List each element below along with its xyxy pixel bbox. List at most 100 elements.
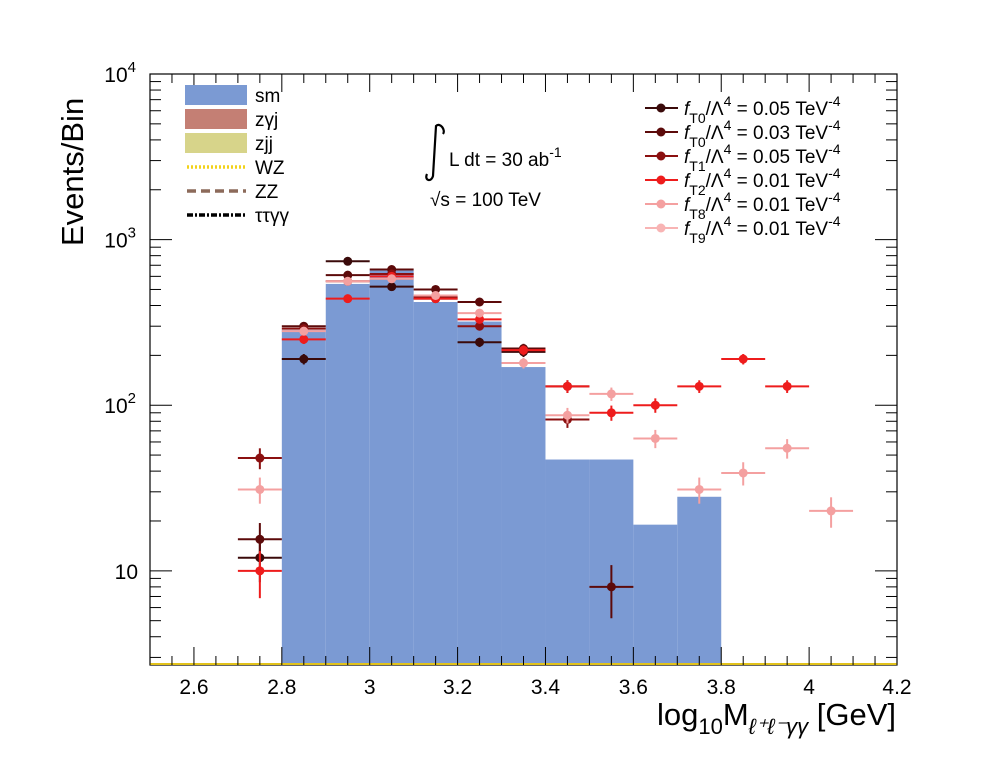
legend-sig-4-f: f [684,195,691,216]
legend-sig-2-f: f [684,147,691,168]
data-point-T8-13 [826,506,836,516]
x-title-var-sub: ℓ⁺ℓ⁻γγ [748,714,810,739]
legend-sig-0-value-exp: -4 [828,93,841,109]
legend-sig-5-lambda: /Λ [706,219,724,240]
y-tick-exp-100: 2 [128,390,136,407]
legend-sig-4-marker [656,199,666,209]
data-point-T0-3 [387,282,397,292]
legend-sig-5-value-exp: -4 [828,213,841,229]
data-point-T0-0 [255,534,265,544]
data-point-T2-10 [694,381,704,391]
legend-sig-5-sub: T9 [689,230,706,246]
legend-sig-0-marker [656,103,666,113]
histogram-bar-sm-9 [677,496,722,665]
legend-bkg-3-label: WZ [255,158,285,179]
data-point-T2-0 [255,566,265,576]
x-title-unit: [GeV] [808,697,896,732]
legend-bkg-1-label: zγj [255,110,278,131]
legend-sig-0-label: fT0/Λ4 = 0.05 TeV-4 [684,93,841,126]
data-point-T8-1 [299,326,309,336]
legend-sig-1-value: = 0.03 TeV [731,123,828,144]
y-tick-base-10000: 10 [104,64,127,87]
histogram-bar-sm-4 [457,321,502,665]
histogram-bar-sm-6 [545,459,590,665]
legend-sig-1-sub: T0 [689,134,706,150]
legend-bkg-2-swatch [185,133,247,153]
legend-sig-3-f: f [684,171,691,192]
energy-label: √s = 100 TeV [430,190,541,211]
legend-sig-2-exp: 4 [724,141,732,157]
legend-sig-3-exp: 4 [724,165,732,181]
legend-sig-2-marker [656,151,666,161]
data-point-T2-7 [562,381,572,391]
legend-sig-5-f: f [684,219,691,240]
points-layer [237,256,854,619]
data-point-T2-1 [299,334,309,344]
x-tick-label-4.2: 4.2 [882,676,911,699]
lumi-integral: L dt = 30 ab [449,150,549,171]
legend-bkg-0-label: sm [255,86,280,107]
legend-sig-1-marker [656,127,666,137]
y-tick-label-100: 102 [104,390,136,418]
legend-sig-3-label: fT2/Λ4 = 0.01 TeV-4 [684,165,841,198]
legend-sig-4-exp: 4 [724,189,732,205]
y-tick-base-10: 10 [115,561,138,584]
histogram-bar-sm-7 [589,459,634,665]
x-tick-label-4: 4 [803,676,815,699]
legend-sig-3-lambda: /Λ [706,171,724,192]
data-point-T0-5 [475,337,485,347]
data-point-T8-9 [650,433,660,443]
x-title-log: log [657,697,698,732]
legend-sig-2-sub: T1 [689,158,706,174]
data-point-T0-5 [475,297,485,307]
legend-bkg-2-label: zjj [255,134,273,155]
x-tick-label-3.6: 3.6 [619,676,648,699]
stack-layer [150,270,897,665]
histogram-bar-sm-0 [281,329,326,665]
data-point-T8-10 [694,484,704,494]
x-tick-label-2.6: 2.6 [179,676,208,699]
legend-bkg-1-swatch [185,109,247,129]
legend-sig-3-value: = 0.01 TeV [731,171,828,192]
legend-sig-2-value: = 0.05 TeV [731,147,828,168]
legend-sig-5-exp: 4 [724,213,732,229]
data-point-T2-11 [738,354,748,364]
data-point-T8-12 [782,443,792,453]
legend-sig-1-lambda: /Λ [706,123,724,144]
legend-sig-1-f: f [684,123,691,144]
y-tick-label-1000: 103 [104,225,136,253]
data-point-T8-4 [431,290,441,300]
x-tick-label-3: 3 [364,676,376,699]
legend-sig-0-value: = 0.05 TeV [731,99,828,120]
legend-sig-4-label: fT8/Λ4 = 0.01 TeV-4 [684,189,841,222]
x-tick-label-3.2: 3.2 [443,676,472,699]
data-point-T8-11 [738,468,748,478]
x-tick-label-3.4: 3.4 [531,676,561,699]
x-tick-label-2.8: 2.8 [267,676,296,699]
data-point-T0-1 [299,354,309,364]
integral-sign [425,123,445,182]
legend-sig-3-value-exp: -4 [828,165,841,181]
legend-bkg-4-label: ZZ [255,182,279,203]
y-tick-base-100: 10 [104,395,127,418]
legend-sig-1-label: fT0/Λ4 = 0.03 TeV-4 [684,117,841,150]
y-tick-base-1000: 10 [104,230,127,253]
data-point-T2-9 [650,400,660,410]
y-axis-title: Events/Bin [55,98,90,246]
data-point-T8-3 [387,274,397,284]
lumi-label: L dt = 30 ab-1 [449,144,562,171]
x-axis-title: log10Mℓ⁺ℓ⁻γγ [GeV] [657,697,896,739]
legend-sig-0-sub: T0 [689,110,706,126]
data-point-T8-7 [562,410,572,420]
data-point-T8-5 [475,308,485,318]
histogram-bar-sm-3 [413,302,458,665]
data-point-T2-8 [606,408,616,418]
data-point-T0-2 [343,256,353,266]
data-point-T8-8 [606,389,616,399]
legend-sig-5-value: = 0.01 TeV [731,219,828,240]
legend-bkg-5-label: ττγγ [255,206,290,227]
x-title-log-sub: 10 [698,714,722,739]
axis-layer: 2.6 2.8 3 3.2 3.4 3.6 3.8 4 4.210102103104Events… [55,59,912,739]
histogram-bar-sm-8 [633,524,678,665]
y-tick-label-10: 10 [115,561,138,584]
